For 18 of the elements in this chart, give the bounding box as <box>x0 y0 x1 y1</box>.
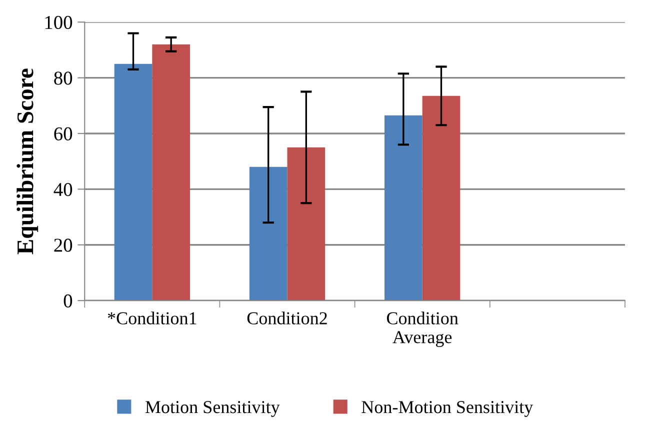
x-tick-label: Condition Average <box>386 312 458 347</box>
y-tick-label: 20 <box>54 238 72 252</box>
y-axis-title: Equilibrium Score <box>16 68 38 254</box>
y-tick-label: 0 <box>64 294 72 308</box>
legend-label: Non-Motion Sensitivity <box>362 401 534 417</box>
bar <box>422 96 460 301</box>
bar <box>114 64 152 301</box>
y-tick-label: 100 <box>45 16 72 30</box>
y-tick-label: 40 <box>54 182 72 196</box>
bar <box>384 115 422 301</box>
bar <box>152 44 190 301</box>
bar <box>249 166 288 301</box>
legend-label: Motion Sensitivity <box>145 401 280 417</box>
x-tick-label: Condition2 <box>247 312 327 324</box>
y-tick-label: 60 <box>54 127 72 140</box>
y-tick-label: 80 <box>54 72 72 85</box>
bar <box>287 147 326 301</box>
x-tick-label: *Condition1 <box>108 312 196 324</box>
